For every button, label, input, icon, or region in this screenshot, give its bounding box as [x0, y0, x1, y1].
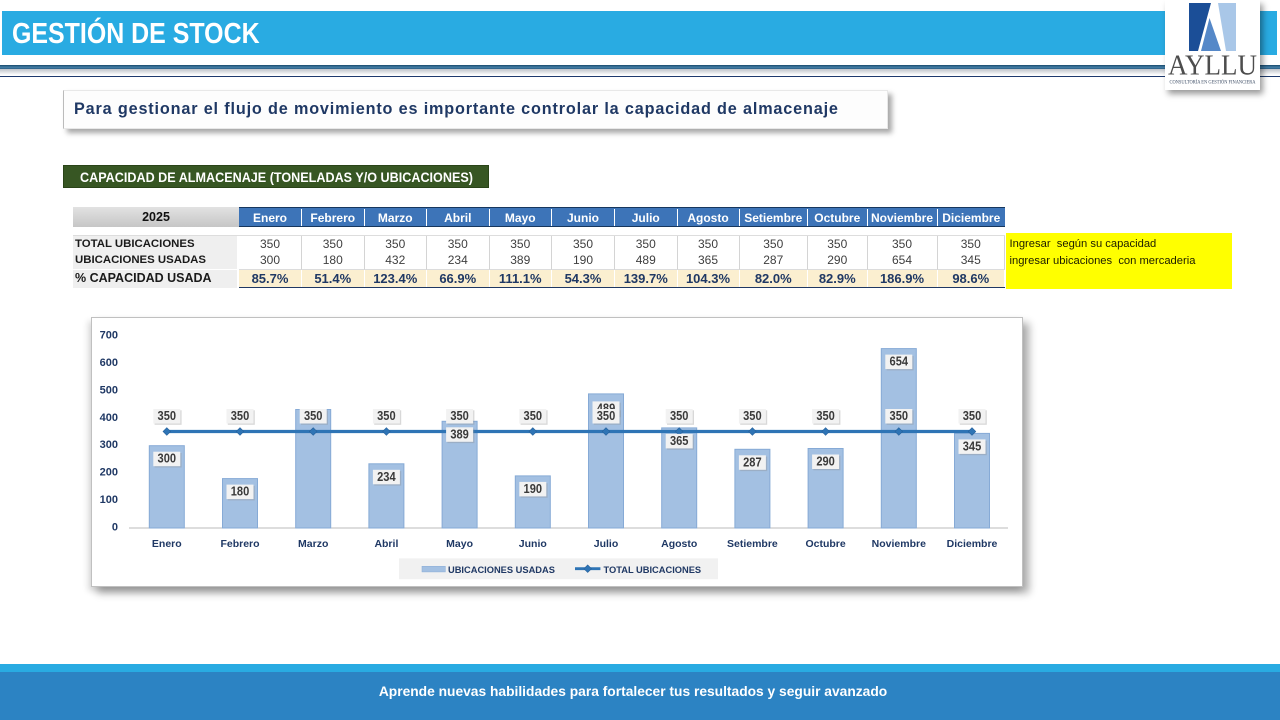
svg-text:100: 100	[100, 494, 118, 506]
svg-text:200: 200	[100, 467, 118, 479]
svg-text:AYLLU: AYLLU	[1168, 51, 1257, 82]
svg-text:700: 700	[100, 330, 118, 342]
svg-text:350: 350	[670, 409, 689, 423]
svg-text:Agosto: Agosto	[661, 538, 697, 550]
svg-text:345: 345	[963, 439, 982, 453]
svg-text:Noviembre: Noviembre	[872, 538, 926, 550]
svg-text:290: 290	[816, 455, 835, 469]
svg-text:350: 350	[231, 409, 250, 423]
svg-text:Diciembre: Diciembre	[947, 538, 998, 550]
svg-text:Enero: Enero	[152, 538, 182, 550]
svg-text:654: 654	[890, 355, 909, 369]
svg-text:350: 350	[524, 409, 543, 423]
svg-text:500: 500	[100, 384, 118, 396]
svg-text:600: 600	[100, 357, 118, 369]
svg-text:Junio: Junio	[519, 538, 547, 550]
svg-text:350: 350	[816, 409, 835, 423]
svg-text:350: 350	[743, 409, 762, 423]
svg-text:350: 350	[963, 409, 982, 423]
svg-text:0: 0	[112, 522, 118, 534]
svg-text:389: 389	[450, 427, 469, 441]
svg-text:Julio: Julio	[594, 538, 619, 550]
svg-text:Marzo: Marzo	[298, 538, 328, 550]
svg-text:TOTAL UBICACIONES: TOTAL UBICACIONES	[604, 565, 702, 575]
svg-text:350: 350	[377, 409, 396, 423]
svg-text:Setiembre: Setiembre	[727, 538, 778, 550]
svg-text:287: 287	[743, 455, 762, 469]
svg-text:Febrero: Febrero	[220, 538, 259, 550]
svg-text:350: 350	[597, 409, 616, 423]
svg-text:190: 190	[524, 482, 543, 496]
svg-text:400: 400	[100, 412, 118, 424]
svg-text:350: 350	[890, 409, 909, 423]
svg-text:350: 350	[450, 409, 469, 423]
svg-text:350: 350	[304, 409, 323, 423]
svg-text:365: 365	[670, 434, 689, 448]
svg-text:300: 300	[100, 439, 118, 451]
svg-text:234: 234	[377, 470, 396, 484]
svg-text:300: 300	[158, 452, 177, 466]
svg-text:180: 180	[231, 485, 250, 499]
svg-text:CONSULTORÍA EN GESTIÓN FINANCI: CONSULTORÍA EN GESTIÓN FINANCIERA	[1170, 78, 1256, 86]
svg-text:Octubre: Octubre	[805, 538, 845, 550]
svg-text:Abril: Abril	[374, 538, 398, 550]
svg-text:Mayo: Mayo	[446, 538, 473, 550]
svg-text:UBICACIONES USADAS: UBICACIONES USADAS	[448, 565, 555, 575]
svg-text:350: 350	[158, 409, 177, 423]
